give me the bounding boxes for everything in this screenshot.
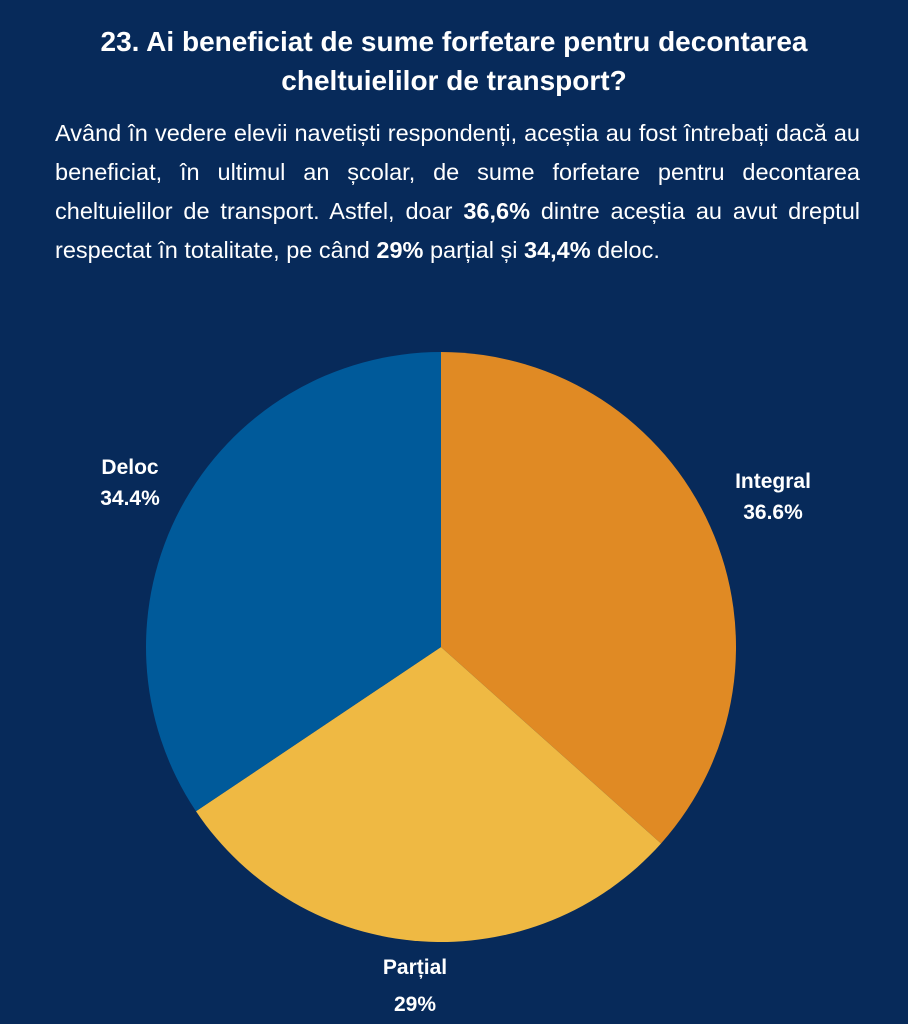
pie-slice-parțial — [195, 647, 662, 943]
text-segment: parțial și — [423, 237, 524, 263]
slice-value: 36.6% — [743, 501, 803, 524]
slice-value: 29% — [393, 993, 437, 1016]
highlight-deloc: 34,4% — [524, 237, 591, 263]
label-deloc: Deloc 34.4% — [100, 452, 160, 514]
text-segment: dintre aceștia au avut dreptul respectat… — [55, 198, 860, 263]
slice-value: 34.4% — [100, 487, 160, 510]
label-partial: Parțial 29% — [383, 952, 447, 1020]
text-segment: Având în vedere elevii navetiști respond… — [55, 120, 860, 224]
highlight-integral: 36,6% — [463, 198, 530, 224]
slice-label: Deloc — [101, 456, 159, 479]
text-segment: deloc. — [590, 237, 660, 263]
description-paragraph: Având în vedere elevii navetiști respond… — [55, 114, 860, 270]
label-integral: Integral 36.6% — [735, 466, 811, 528]
pie-slice-integral — [441, 352, 736, 844]
highlight-partial: 29% — [376, 237, 424, 263]
slice-label: Parțial — [382, 956, 448, 979]
slice-label: Integral — [735, 470, 811, 493]
pie-slice-deloc — [145, 352, 441, 812]
chart-title: 23. Ai beneficiat de sume forfetare pent… — [100, 26, 808, 96]
